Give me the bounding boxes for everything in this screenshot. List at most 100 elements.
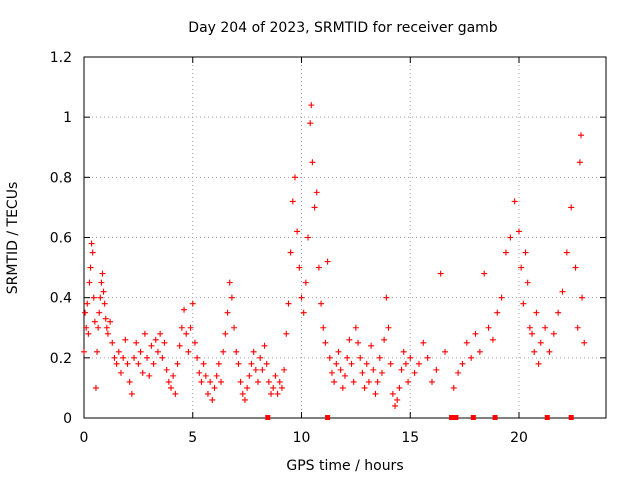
data-point [124,360,131,367]
data-point [511,198,518,205]
data-point [89,249,96,256]
data-point [170,372,177,379]
data-point [81,348,87,355]
data-point [298,294,305,301]
data-point [531,348,538,355]
data-point [355,339,362,346]
data-point [579,294,586,301]
data-point [222,330,229,337]
data-point [100,288,107,295]
data-point [165,378,172,385]
data-point [374,378,381,385]
data-point [550,330,557,337]
data-point [396,384,403,391]
data-point [394,396,401,403]
data-point [202,372,209,379]
data-point [157,330,164,337]
data-point [270,384,277,391]
data-point [424,354,431,361]
data-point [268,390,275,397]
data-point [139,369,146,376]
x-tick-label: 5 [188,430,197,446]
data-point [128,390,135,397]
data-point [520,300,527,307]
data-point [463,339,470,346]
data-point [476,348,483,355]
data-point [389,390,396,397]
data-point [191,339,198,346]
data-point [429,378,435,385]
data-point [518,264,525,271]
data-point [546,348,553,355]
data-point [246,372,253,379]
data-point [576,159,583,166]
data-point [305,234,312,241]
data-point [535,360,542,367]
data-point [146,372,153,379]
data-point [522,249,529,256]
gap-marker [453,415,459,420]
data-point [346,336,353,343]
y-tick-label: 0.4 [50,291,72,307]
data-point [101,300,108,307]
data-point [368,342,375,349]
y-tick-label: 1 [63,110,72,126]
data-point [261,342,268,349]
data-point [176,342,183,349]
data-point [252,366,259,373]
data-point [450,384,457,391]
gap-marker [544,415,550,420]
data-point [250,348,257,355]
chart-title: Day 204 of 2023, SRMTID for receiver gam… [188,20,498,36]
data-point [255,378,261,385]
data-point [241,396,248,403]
data-point [137,348,144,355]
data-point [274,390,281,397]
data-point [233,348,240,355]
data-point [559,288,566,295]
x-tick-label: 20 [510,430,528,446]
data-point [459,360,466,367]
data-point [498,294,505,301]
data-point [294,228,301,235]
data-point [402,360,409,367]
data-point [489,336,496,343]
data-point [311,204,318,211]
data-point [161,339,168,346]
data-point [133,339,140,346]
data-point [135,360,142,367]
gap-marker [449,415,455,420]
data-point [224,309,231,316]
data-point [420,339,427,346]
gap-marker [568,415,574,420]
x-tick-label: 15 [401,430,419,446]
data-point [211,384,218,391]
data-point [150,360,157,367]
data-point [291,174,298,181]
data-point [568,204,575,211]
data-point [109,339,116,346]
data-point [265,378,272,385]
data-point [90,294,97,301]
data-point [218,378,225,385]
data-point [248,360,255,367]
data-point [315,264,322,271]
x-axis-label: GPS time / hours [286,458,403,474]
data-point [485,324,492,331]
data-point [207,378,214,385]
x-tick-label: 10 [293,430,311,446]
data-point [209,396,216,403]
data-point [494,309,501,316]
data-point [92,384,99,391]
data-point [339,384,346,391]
data-point [126,378,133,385]
data-point [88,240,95,247]
data-point [220,348,227,355]
data-point [144,354,151,361]
data-point [337,366,344,373]
data-point [363,360,370,367]
data-point [181,306,188,313]
data-point [537,339,544,346]
data-point [365,378,372,385]
